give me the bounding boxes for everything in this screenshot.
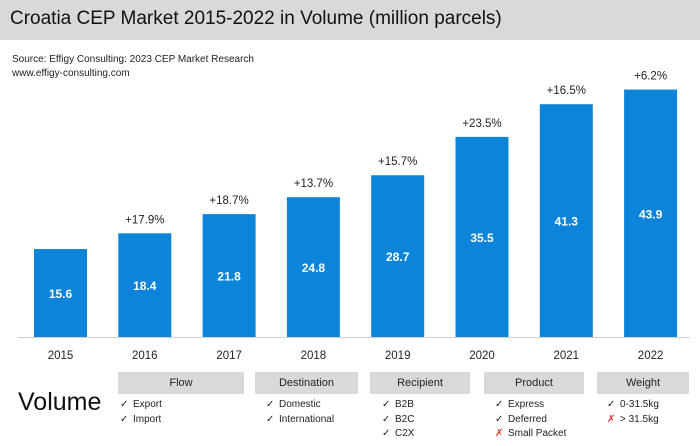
growth-label: +17.9%	[125, 214, 164, 226]
bar	[286, 197, 340, 337]
bar	[539, 104, 593, 337]
x-tick-label: 2020	[469, 350, 495, 362]
growth-label: +23.5%	[462, 118, 501, 130]
check-icon: ✓	[495, 399, 504, 410]
segment-recipient-items: ✓ B2B ✓ B2C ✓ C2X	[382, 398, 414, 442]
segment-item: ✓ B2C	[382, 413, 414, 428]
bar-value-label: 28.7	[386, 250, 410, 264]
bar-value-label: 41.3	[555, 215, 579, 229]
check-icon: ✓	[382, 428, 391, 439]
x-tick-label: 2019	[385, 350, 411, 362]
bar-value-label: 18.4	[133, 279, 157, 293]
segment-flow-items: ✓ Export ✓ Import	[120, 398, 162, 427]
growth-label: +18.7%	[209, 195, 248, 207]
check-icon: ✓	[266, 413, 275, 425]
volume-label: Volume	[18, 388, 102, 416]
segment-destination-header: Destination	[255, 372, 358, 394]
segment-item: ✓ 0-31.5kg	[607, 398, 659, 413]
x-tick-label: 2016	[132, 350, 158, 362]
x-tick-label: 2015	[48, 350, 74, 362]
check-icon: ✓	[607, 399, 616, 410]
bar	[202, 214, 256, 337]
bar-value-label: 24.8	[302, 261, 326, 275]
segment-weight-header: Weight	[597, 372, 689, 394]
segment-item: ✓ B2B	[382, 398, 414, 413]
segment-item: ✗ Small Packet	[495, 427, 566, 442]
segment-destination-items: ✓ Domestic ✓ International	[266, 398, 334, 427]
segment-weight-items: ✓ 0-31.5kg ✗ > 31.5kg	[607, 398, 659, 427]
cross-icon: ✗	[607, 413, 616, 425]
growth-label: +16.5%	[547, 85, 586, 97]
source-note: Source: Effigy Consulting: 2023 CEP Mark…	[12, 54, 254, 65]
bar	[624, 89, 678, 338]
bar-value-label: 15.6	[49, 287, 73, 301]
growth-label: +6.2%	[634, 71, 667, 83]
check-icon: ✓	[382, 399, 391, 410]
segment-item: ✓ International	[266, 413, 334, 428]
check-icon: ✓	[382, 413, 391, 425]
x-tick-label: 2017	[216, 350, 242, 362]
check-icon: ✓	[266, 399, 275, 410]
bar-value-label: 43.9	[639, 207, 663, 221]
segment-product-header: Product	[484, 372, 584, 394]
bar-value-label: 35.5	[470, 231, 494, 245]
check-icon: ✓	[120, 413, 129, 425]
growth-label: +13.7%	[294, 178, 333, 190]
segment-item: ✗ > 31.5kg	[607, 413, 659, 428]
bar-value-label: 21.8	[217, 270, 241, 284]
check-icon: ✓	[120, 399, 129, 410]
website-note: www.effigy-consulting.com	[12, 68, 130, 79]
bar	[455, 136, 509, 337]
cross-icon: ✗	[495, 428, 504, 439]
segment-item: ✓ Domestic	[266, 398, 334, 413]
bar	[118, 233, 172, 337]
title-bar: Croatia CEP Market 2015-2022 in Volume (…	[0, 0, 700, 40]
bar-chart: 15.6 2015 18.4 +17.9% 2016 21.8 +18.7% 2017 24.8…	[18, 71, 690, 362]
bar	[34, 249, 87, 337]
segment-recipient-header: Recipient	[370, 372, 470, 394]
segment-item: ✓ Express	[495, 398, 566, 413]
segment-item: ✓ Export	[120, 398, 162, 413]
segment-item: ✓ Import	[120, 413, 162, 428]
segment-flow-header: Flow	[118, 372, 244, 394]
segment-item: ✓ Deferred	[495, 413, 566, 428]
x-tick-label: 2021	[554, 350, 580, 362]
bar	[371, 175, 425, 337]
x-tick-label: 2018	[301, 350, 327, 362]
segment-product-items: ✓ Express ✓ Deferred ✗ Small Packet	[495, 398, 566, 442]
segment-item: ✓ C2X	[382, 427, 414, 442]
x-tick-label: 2022	[638, 350, 664, 362]
chart-title: Croatia CEP Market 2015-2022 in Volume (…	[10, 8, 502, 29]
growth-label: +15.7%	[378, 156, 417, 168]
check-icon: ✓	[495, 413, 504, 425]
